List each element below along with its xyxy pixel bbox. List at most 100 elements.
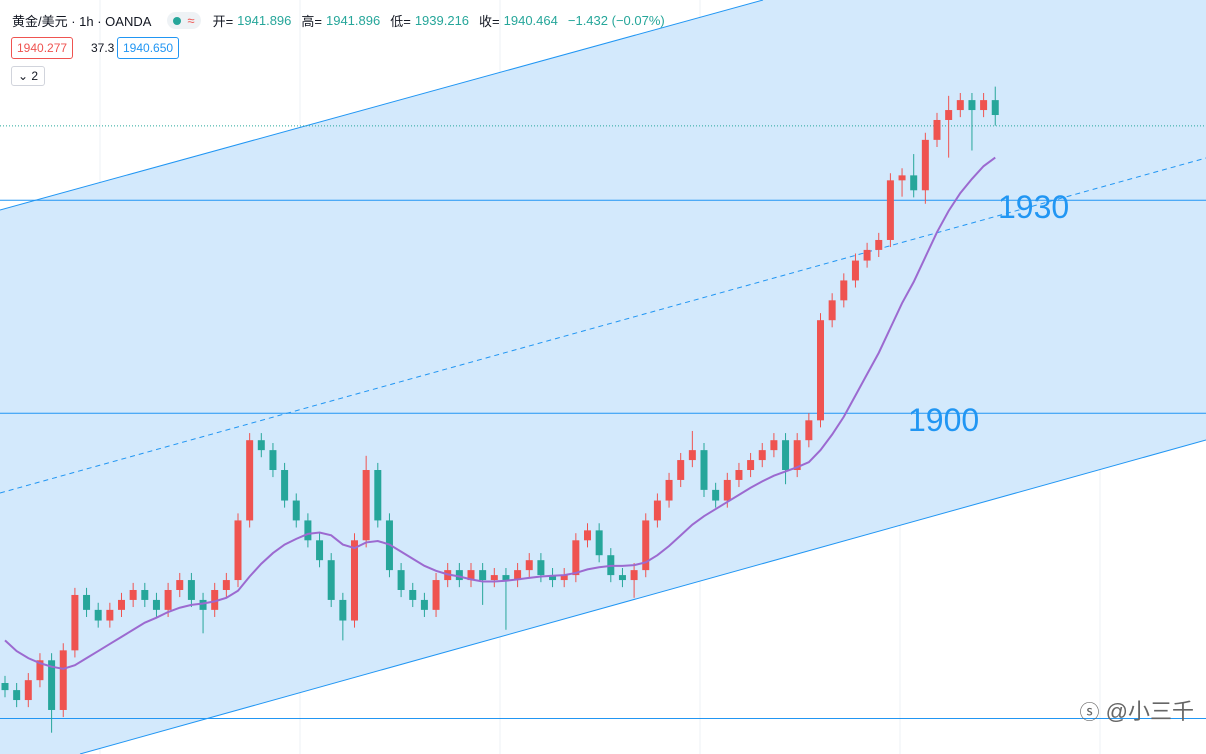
open: 1941.896	[237, 13, 292, 28]
candle-body	[525, 560, 533, 571]
candle-body	[94, 609, 102, 621]
candle-body	[921, 139, 929, 191]
candle-body	[665, 479, 673, 501]
candle-body	[700, 450, 708, 490]
candle-body	[956, 100, 964, 111]
candle-body	[141, 589, 149, 600]
low-label: 低=	[390, 14, 411, 29]
candle-body	[875, 239, 883, 250]
candle-body	[712, 489, 720, 501]
candle-body	[898, 175, 906, 181]
candle-body	[106, 609, 114, 621]
candle-body	[584, 530, 591, 541]
candle-body	[409, 589, 417, 600]
candle-body	[467, 570, 475, 581]
candle-body	[991, 100, 999, 116]
candle-body	[362, 470, 370, 541]
candle-body	[455, 570, 463, 581]
candle-body	[502, 575, 510, 581]
candle-body	[269, 450, 277, 471]
candle-body	[176, 580, 184, 590]
candle-body	[432, 580, 440, 610]
candle-body	[677, 460, 685, 480]
candle-body	[723, 479, 731, 501]
candle-body	[374, 470, 382, 521]
candle-body	[397, 570, 405, 590]
moving-average	[4, 156, 996, 670]
open-label: 开=	[212, 14, 234, 29]
candle-body	[851, 260, 859, 281]
candle-body	[735, 470, 743, 480]
candle-body	[782, 440, 790, 471]
candle-body	[13, 690, 21, 701]
candle-body	[420, 599, 428, 610]
close: 1940.464	[503, 13, 558, 28]
candle-body	[560, 575, 568, 581]
candle-body	[36, 660, 44, 681]
candle-body	[549, 575, 557, 581]
candle-body	[572, 540, 580, 576]
candle-body	[595, 530, 603, 556]
high-label: 高=	[301, 14, 322, 29]
ask[interactable]: 1940.650	[117, 37, 180, 59]
candle-body	[630, 570, 638, 581]
candle-body	[187, 580, 195, 600]
status-badge[interactable]: ≈	[167, 12, 201, 29]
candle-body	[222, 580, 230, 590]
candle-body	[339, 599, 347, 621]
indicator-toggle[interactable]: ⌄ 2	[11, 66, 46, 86]
candle-body	[351, 540, 358, 621]
candle-body	[653, 500, 661, 521]
candle-body	[479, 570, 487, 581]
candle-body	[234, 520, 242, 581]
candle-body	[304, 520, 312, 541]
candle-body	[490, 575, 498, 581]
candle-body	[793, 440, 801, 471]
candle-body	[257, 440, 265, 451]
low: 1939.216	[414, 13, 470, 28]
candle-body	[758, 450, 766, 461]
candle-body	[164, 589, 172, 610]
channel-middle	[0, 157, 1206, 494]
close-label: 收=	[479, 14, 500, 29]
legend: 黄金/美元 · 1h · OANDA ≈ 开= 1941.896 高= 1941.8…	[12, 11, 671, 30]
candle-body	[59, 650, 67, 710]
high: 1941.896	[325, 13, 381, 28]
level-label: 1930	[998, 189, 1069, 225]
badge: ≈	[187, 13, 195, 28]
candle-body	[980, 100, 988, 111]
candle-body	[71, 594, 79, 651]
candle-body	[618, 575, 626, 581]
candle-body	[863, 249, 871, 261]
candle-body	[48, 660, 56, 710]
candle-body	[688, 450, 696, 461]
spread: 37.3	[91, 41, 115, 55]
candle-body	[817, 320, 824, 421]
candle-body	[118, 599, 125, 610]
candle-body	[327, 560, 335, 600]
candle-body	[968, 100, 976, 111]
candle-body	[83, 594, 91, 610]
channel-lower	[79, 439, 1206, 754]
candle-body	[129, 589, 137, 600]
candle-body	[642, 520, 650, 571]
watermark-text: @小三千	[1105, 699, 1194, 724]
watermark: ⓢ @小三千	[1079, 699, 1194, 724]
candle-body	[910, 175, 918, 191]
candle-body	[945, 110, 953, 120]
candle-body	[828, 300, 836, 321]
candle-body	[24, 680, 32, 701]
bid[interactable]: 1940.277	[11, 37, 74, 59]
candle-body	[292, 500, 300, 521]
candle-body	[840, 280, 848, 301]
candle-body	[316, 540, 324, 561]
candle-body	[281, 470, 289, 501]
candle-body	[199, 599, 207, 610]
candle-body	[747, 460, 755, 471]
candle-body	[1, 683, 9, 691]
symbol: 黄金/美元 · 1h · OANDA	[12, 14, 152, 29]
candle-body	[211, 589, 219, 610]
